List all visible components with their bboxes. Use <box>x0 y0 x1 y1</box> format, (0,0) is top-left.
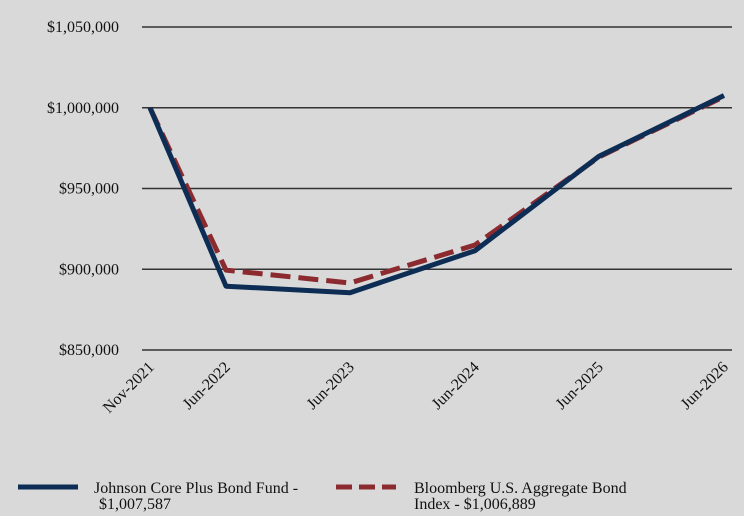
legend-label: Johnson Core Plus Bond Fund -$1,007,587 <box>94 480 298 513</box>
x-tick-label: Jun-2026 <box>678 359 732 413</box>
y-axis-ticks: $850,000 $900,000 $950,000 $1,000,000 $1,050… <box>47 19 119 359</box>
legend: Johnson Core Plus Bond Fund -$1,007,587 B… <box>18 480 627 513</box>
x-tick-label: Jun-2022 <box>180 359 234 413</box>
legend-label-line: Bloomberg U.S. Aggregate Bond <box>414 480 627 497</box>
series-lines <box>147 93 726 296</box>
x-tick-label: Jun-2023 <box>304 359 358 413</box>
grid-lines <box>142 26 732 351</box>
legend-label-line: Johnson Core Plus Bond Fund - <box>94 480 298 497</box>
legend-label-line: Index - $1,006,889 <box>414 496 536 513</box>
y-tick-label: $850,000 <box>59 342 119 359</box>
series-line <box>147 93 726 296</box>
series-line <box>147 94 726 286</box>
y-tick-label: $1,050,000 <box>47 19 119 36</box>
y-tick-label: $1,000,000 <box>47 100 119 117</box>
y-tick-label: $900,000 <box>59 261 119 278</box>
x-axis-ticks: Nov-2021 Jun-2022 Jun-2023 Jun-2024 Jun-2025… <box>100 359 732 417</box>
legend-label: Bloomberg U.S. Aggregate Bond Index - $1,… <box>414 480 627 513</box>
x-tick-label: Jun-2025 <box>553 359 607 413</box>
x-tick-label: Jun-2024 <box>429 359 483 413</box>
legend-label-line: $1,007,587 <box>99 496 171 513</box>
y-tick-label: $950,000 <box>59 181 119 198</box>
x-tick-label: Nov-2021 <box>100 359 158 417</box>
